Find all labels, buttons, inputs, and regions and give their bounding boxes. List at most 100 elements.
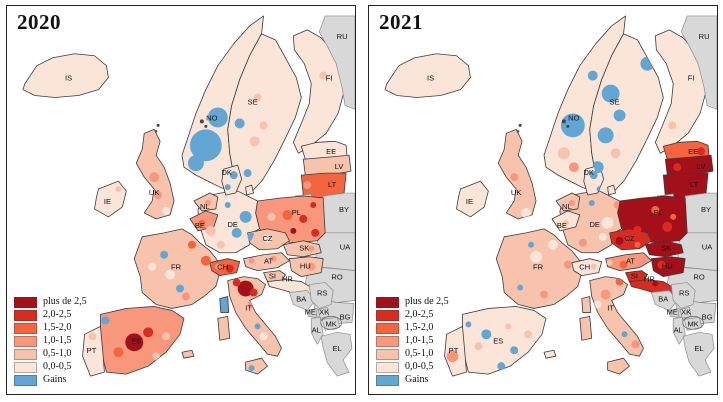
legend-item: 1,0-1,5 [376,335,449,347]
subregion-patch [270,255,277,262]
subregion-patch [600,289,611,300]
subregion-patch [248,365,255,372]
mk-label-ellipse [682,316,704,330]
country-code-label-hu: HU [662,262,673,271]
legend-label: plus de 2,5 [43,296,87,307]
subregion-patch [207,107,228,128]
region-lv [664,154,714,176]
country-code-label-se: SE [610,97,620,106]
region-sk [283,240,322,258]
subregion-patch [152,352,161,361]
region-by [681,192,717,234]
country-code-label-pt: PT [87,346,97,355]
region-fr [133,228,221,309]
subregion-patch [310,201,317,208]
country-code-label-al: AL [312,325,321,334]
country-code-label-fr: FR [171,263,182,272]
island-dot [516,130,520,133]
region-es [462,306,547,375]
region-ru [318,15,355,110]
subregion-patch [578,238,587,247]
country-code-label-bg: BG [340,312,351,321]
country-code-label-lv: LV [697,162,706,171]
country-code-label-sk: SK [661,244,671,253]
region-cor [581,296,592,313]
region-rs [670,282,696,309]
region-sic [607,357,630,375]
country-code-label-is: IS [65,74,72,83]
region-sic [245,357,268,375]
subregion-patch [613,109,626,122]
choropleth-map-2021: IS NO SE FI RU EE LV LT BY UA RO BG DK PL DE NL BE UK IE FR… [384,15,717,377]
legend-swatch [14,361,37,373]
legend-label: plus de 2,5 [405,296,449,307]
subregion-patch [631,340,640,349]
region-si [263,270,286,282]
region-ch [571,258,603,277]
island-dot [199,119,204,124]
country-code-label-at: AT [264,257,273,266]
legend-swatch [376,322,399,334]
subregion-patch [307,262,316,271]
subregion-patch [214,263,221,270]
legend-label: 0,0-0,5 [405,361,434,372]
region-al [310,317,324,345]
subregion-patch [189,129,222,162]
legend-item: Gains [14,374,87,386]
subregion-patch [465,321,472,328]
country-code-label-be: BE [195,221,205,230]
subregion-patch [141,200,150,209]
country-code-label-lt: LT [328,180,337,189]
legend-swatch [376,335,399,347]
country-code-label-rs: RS [317,289,327,298]
subregion-patch [253,93,262,102]
country-code-label-fr: FR [533,263,544,272]
subregion-patch [198,219,205,226]
subregion-patch [125,333,144,352]
subregion-patch [234,118,245,129]
region-at [243,252,290,272]
country-code-label-cz: CZ [262,234,272,243]
legend-swatch [376,374,399,386]
country-code-label-nl: NL [200,202,210,211]
legend-label: 1,5-2,0 [405,322,434,333]
country-code-label-se: SE [248,97,258,106]
subregion-patch [673,163,682,172]
region-sar [217,316,231,341]
region-by [319,192,355,234]
country-code-label-ee: EE [326,147,336,156]
legend-label: 1,5-2,0 [43,322,72,333]
subregion-patch [149,172,160,183]
country-code-label-mk: MK [687,319,698,328]
country-code-label-fi: FI [326,74,333,83]
country-code-label-mk: MK [325,319,336,328]
map-legend-2021: plus de 2,5 2,0-2,5 1,5-2,0 1,0-1,5 0,5-1,0 0… [376,296,449,386]
legend-label: Gains [405,374,429,385]
legend-item: plus de 2,5 [14,296,87,308]
subregion-patch [505,323,512,330]
subregion-patch [446,350,459,363]
subregion-patch [249,136,260,147]
region-me [668,308,680,318]
country-code-label-el: EL [694,344,703,353]
country-code-label-ro: RO [693,273,704,282]
subregion-patch [651,205,660,214]
country-code-label-hr: HR [644,275,655,284]
legend-swatch [376,361,399,373]
country-code-label-bg: BG [702,312,713,321]
country-code-label-uk: UK [149,188,159,197]
subregion-patch [259,121,268,130]
subregion-patch [101,316,110,325]
country-code-label-dk: DK [583,168,593,177]
legend-item: 0,5-1,0 [376,348,449,360]
region-rs [308,282,334,309]
subregion-patch [606,259,613,266]
legend-swatch [14,335,37,347]
island-dot [561,119,566,124]
country-code-label-ua: UA [340,243,351,252]
country-code-label-de: DE [227,220,237,229]
subregion-patch [232,278,241,287]
region-me [306,308,318,318]
subregion-patch [481,329,492,340]
region-el [682,331,715,377]
